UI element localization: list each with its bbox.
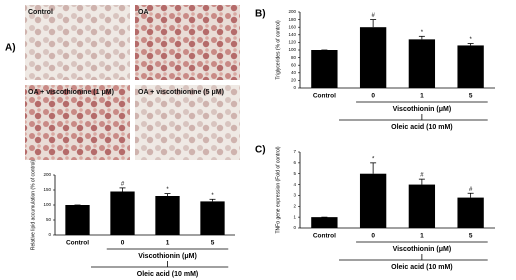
bar [457, 197, 484, 228]
y-tick-label: 50 [46, 217, 52, 222]
y-axis-label: Relative lipid accumulation (% of contro… [30, 160, 36, 251]
bar [311, 50, 338, 88]
y-axis-label: Triglycerides (% of control) [275, 20, 281, 80]
y-tick-label: 200 [43, 172, 51, 177]
y-tick-label: 1 [293, 214, 296, 219]
x-tick-label: Control [66, 240, 89, 247]
y-tick-label: 60 [291, 62, 297, 67]
significance-mark: # [469, 187, 473, 193]
y-tick-label: 80 [291, 55, 297, 60]
y-tick-label: 6 [293, 160, 296, 165]
micrograph-label: OA [138, 9, 149, 16]
x-tick-label: 0 [121, 240, 125, 247]
bar [200, 201, 225, 235]
y-tick-label: 180 [288, 17, 296, 22]
significance-mark: # [121, 181, 125, 187]
y-tick-label: 2 [293, 203, 296, 208]
y-tick-label: 0 [293, 225, 296, 230]
y-tick-label: 5 [293, 171, 296, 176]
treatment-label: Oleic acid (10 mM) [391, 124, 452, 131]
x-tick-label: Control [313, 93, 336, 100]
group-label: Viscothionin (μM) [138, 253, 197, 260]
x-tick-label: 1 [420, 93, 424, 100]
panel-label: B) [255, 9, 266, 20]
micrograph [135, 85, 240, 160]
bar [408, 184, 436, 228]
bar [110, 191, 135, 235]
y-tick-label: 3 [293, 193, 296, 198]
treatment-label: Oleic acid (10 mM) [391, 264, 452, 271]
y-tick-label: 100 [288, 47, 296, 52]
significance-mark: # [420, 173, 424, 179]
significance-mark: * [421, 30, 424, 36]
x-tick-label: 1 [420, 233, 424, 240]
group-label: Viscothionin (μM) [393, 246, 452, 253]
bar [65, 205, 90, 235]
treatment-label: Oleic acid (10 mM) [137, 271, 198, 278]
significance-mark: * [469, 37, 472, 43]
x-tick-label: 5 [211, 240, 215, 247]
x-tick-label: 5 [469, 233, 473, 240]
bar [408, 39, 436, 88]
y-tick-label: 20 [291, 78, 297, 83]
y-tick-label: 40 [291, 70, 297, 75]
y-tick-label: 160 [288, 24, 296, 29]
y-tick-label: 4 [293, 182, 296, 187]
x-tick-label: Control [313, 233, 336, 240]
y-tick-label: 120 [288, 40, 296, 45]
bar [155, 196, 180, 235]
y-tick-label: 0 [293, 85, 296, 90]
y-tick-label: 7 [293, 149, 296, 154]
bar [457, 45, 484, 88]
y-tick-label: 100 [43, 202, 51, 207]
y-axis-label: TNFα gene expression (Fold of control) [275, 146, 281, 233]
x-tick-label: 1 [166, 240, 170, 247]
significance-mark: * [166, 187, 169, 193]
panel-label: C) [255, 145, 266, 156]
micrograph [25, 85, 130, 160]
y-tick-label: 200 [288, 9, 296, 14]
group-label: Viscothionin (μM) [393, 106, 452, 113]
micrograph [25, 5, 130, 80]
bar [359, 27, 387, 88]
x-tick-label: 0 [371, 93, 375, 100]
significance-mark: # [371, 13, 375, 19]
y-tick-label: 150 [43, 187, 51, 192]
x-tick-label: 5 [469, 93, 473, 100]
x-tick-label: 0 [371, 233, 375, 240]
y-tick-label: 0 [48, 232, 51, 237]
panel-label: A) [5, 43, 16, 54]
bar [359, 173, 387, 228]
significance-mark: * [372, 156, 375, 162]
micrograph-grid: Control OA OA + viscothionine (1 μM) OA … [25, 5, 240, 160]
micrograph [135, 5, 240, 80]
micrograph-label: Control [28, 9, 53, 16]
micrograph-label: OA + viscothionine (1 μM) [28, 89, 114, 96]
significance-mark: * [211, 193, 214, 199]
micrograph-label: OA + viscothionine (5 μM) [138, 89, 224, 96]
y-tick-label: 140 [288, 32, 296, 37]
bar [311, 217, 338, 228]
